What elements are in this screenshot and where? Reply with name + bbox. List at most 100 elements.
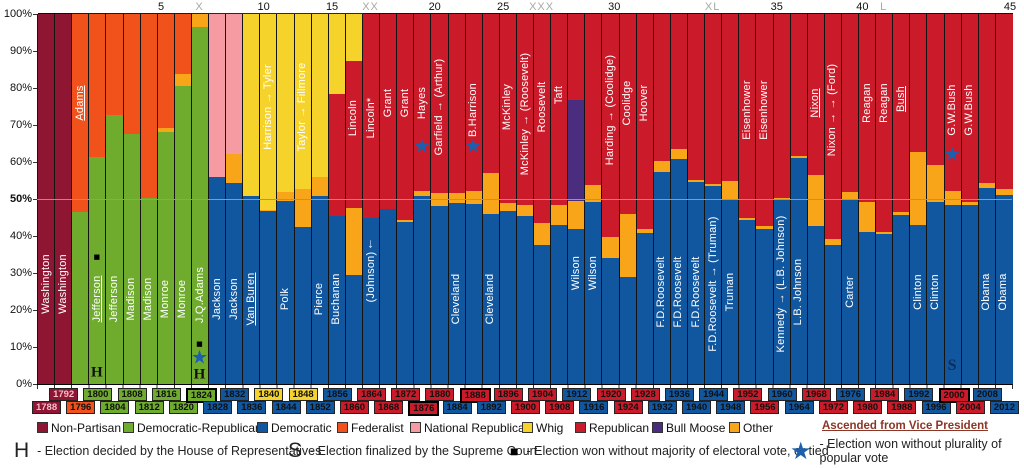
legend-item-np: Non-Partisan [37, 421, 121, 435]
year-label: 1900 [511, 401, 540, 414]
year-label: 1812 [134, 401, 164, 414]
year-label: 1936 [664, 388, 694, 401]
president-number-mark: 35 [770, 1, 783, 13]
legend-black-square-item: ■ - Election won without majority of ele… [510, 440, 829, 462]
bar-segment-dem [534, 243, 552, 384]
legend-swatch-np [37, 422, 48, 433]
year-label: 1984 [870, 388, 900, 401]
year-label: 2000 [938, 388, 970, 403]
president-number-mark: 15 [325, 1, 339, 13]
president-label: Taylor → Fillmore [296, 62, 309, 151]
president-label: Coolidge [621, 80, 634, 126]
bar-segment-rep [739, 13, 757, 219]
bar-segment-whig [243, 13, 261, 197]
president-label: Grant [381, 88, 394, 118]
year-label: 1884 [442, 401, 472, 414]
president-label: F.D.Roosevelt [655, 255, 668, 328]
election-bar [550, 13, 569, 384]
bar-segment-other [482, 172, 500, 214]
legend-swatch-natrep [410, 422, 421, 433]
bar-segment-np [38, 13, 56, 384]
president-number-mark: 20 [428, 1, 441, 13]
bar-segment-whig [277, 13, 295, 193]
bar-segment-dem [568, 228, 586, 384]
president-label: Polk [279, 287, 292, 310]
president-label: Nixon [809, 88, 822, 118]
marker-house-H: H [193, 366, 206, 383]
bar-segment-other [841, 190, 860, 199]
bar-segment-other [670, 148, 688, 160]
bar-segment-rep [670, 13, 688, 150]
bar-segment-other [191, 13, 210, 27]
bar-segment-other [226, 152, 244, 184]
year-label: 1940 [682, 401, 712, 414]
marker-blue-star: ★ [190, 347, 209, 369]
bar-segment-rep [859, 13, 877, 202]
year-label: 1912 [562, 388, 592, 401]
bar-segment-other [311, 176, 329, 197]
legend-item-other: Other [729, 421, 773, 435]
legend-label: Republican [589, 420, 650, 435]
year-label: 1976 [836, 388, 865, 401]
election-bar [276, 13, 295, 384]
y-axis-tick [33, 384, 38, 385]
legend-supreme-court-item: S - Election finalized by the Supreme Co… [288, 439, 537, 462]
president-number-mark: 45 [1003, 1, 1017, 13]
bar-segment-dr [72, 210, 90, 384]
legend-item-rep: Republican [575, 420, 650, 435]
year-label: 1908 [545, 401, 575, 414]
bar-segment-whig [345, 13, 363, 61]
year-label: 1992 [904, 388, 934, 401]
bar-segment-fed [174, 13, 192, 74]
year-label: 1996 [921, 401, 951, 414]
bar-segment-dem [756, 227, 774, 384]
election-bar [481, 13, 500, 384]
bar-segment-dem [516, 214, 535, 384]
year-label: 1868 [374, 401, 404, 414]
black-square-text: - Election won without majority of elect… [526, 444, 829, 458]
president-label: Hayes [415, 86, 428, 119]
y-axis-tick [33, 162, 38, 163]
president-label: F.D.Roosevelt [672, 255, 685, 328]
president-label: Madison [142, 277, 155, 321]
bar-segment-rep [551, 13, 569, 205]
house-text: - Election decided by the House of Repre… [37, 444, 322, 458]
bar-segment-dem [294, 225, 312, 384]
bar-segment-rep [602, 13, 620, 238]
y-axis-tick [33, 347, 38, 348]
president-number-mark: 25 [496, 1, 510, 13]
bar-segment-dem [260, 209, 278, 384]
bar-segment-whig [260, 13, 278, 210]
y-axis-label: 60% [9, 156, 32, 168]
bar-segment-other [516, 203, 535, 216]
president-label: Adams [73, 85, 86, 121]
election-number-mark: L [880, 1, 888, 13]
president-label: Roosevelt [535, 81, 548, 132]
legend-swatch-other [729, 422, 740, 433]
president-label: Clinton [929, 273, 942, 310]
y-axis-label: 0% [16, 378, 32, 390]
election-bar [242, 13, 261, 384]
bar-segment-rep [961, 13, 979, 202]
bar-segment-dem [824, 244, 842, 384]
election-bar [601, 13, 620, 384]
bar-segment-rep [790, 13, 808, 157]
year-label: 1800 [83, 388, 113, 401]
president-label: Lincoln [347, 99, 360, 136]
year-label: 1956 [750, 401, 780, 414]
bar-segment-rep [722, 13, 740, 181]
bar-segment-rep [653, 13, 671, 161]
president-label: McKinley [501, 83, 514, 130]
bar-segment-other [927, 163, 945, 202]
bar-segment-rep [363, 13, 381, 218]
bar-segment-rep [824, 13, 842, 239]
bar-segment-rep [380, 13, 398, 209]
legend-item-fed: Federalist [337, 421, 404, 435]
y-axis-label: 90% [9, 45, 32, 57]
election-bar [994, 13, 1013, 384]
bar-segment-whig [328, 13, 346, 94]
bar-segment-rep [397, 13, 415, 220]
bar-segment-other [824, 237, 842, 246]
y-axis-tick [33, 273, 38, 274]
bar-segment-other [910, 151, 928, 225]
